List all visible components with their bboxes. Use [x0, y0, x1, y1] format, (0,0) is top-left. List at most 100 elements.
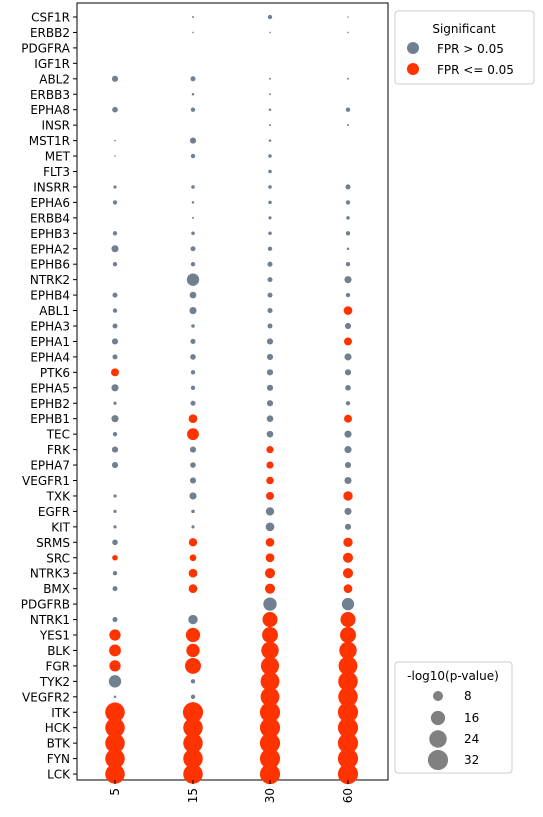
data-point	[268, 216, 272, 220]
data-point	[112, 200, 118, 205]
data-point	[191, 92, 195, 96]
data-point	[344, 337, 352, 346]
data-point	[262, 627, 278, 643]
data-point	[190, 400, 196, 406]
data-point	[190, 694, 196, 699]
plot-area-frame	[76, 2, 389, 781]
data-point	[183, 764, 203, 784]
data-point	[259, 763, 281, 785]
data-point	[347, 16, 349, 18]
data-point	[192, 31, 194, 34]
data-point	[265, 537, 275, 547]
y-tick-label: FGR	[45, 659, 70, 673]
data-point	[344, 507, 352, 515]
data-point	[344, 276, 352, 284]
data-point	[190, 679, 196, 684]
data-point	[342, 552, 354, 563]
y-tick-label: FYN	[47, 752, 70, 766]
data-point	[266, 446, 274, 454]
y-tick-label: EPHB6	[30, 258, 70, 272]
data-point	[111, 384, 119, 392]
data-point	[340, 627, 356, 643]
y-tick-label: ITK	[51, 706, 71, 720]
data-point	[189, 477, 197, 484]
data-point	[114, 155, 116, 157]
y-tick-label: KIT	[51, 520, 70, 534]
data-point	[190, 385, 196, 390]
data-point	[263, 597, 277, 611]
y-tick-label: PTK6	[40, 366, 70, 380]
data-point	[190, 354, 196, 360]
data-point	[192, 216, 194, 219]
data-point	[112, 571, 118, 576]
data-point	[190, 262, 196, 267]
data-point	[343, 537, 353, 548]
color-legend-marker-nonsig	[407, 42, 419, 54]
data-point	[190, 76, 196, 82]
size-legend-label-24: 24	[464, 732, 479, 746]
data-point	[259, 717, 281, 738]
y-tick-label: VEGFR2	[22, 690, 70, 704]
y-tick-label: ERBB2	[30, 26, 70, 40]
data-point	[112, 431, 118, 437]
data-point	[264, 568, 276, 579]
data-point	[111, 75, 119, 82]
data-points	[105, 14, 359, 785]
y-tick-label: EPHA1	[30, 335, 70, 349]
data-point	[347, 31, 349, 34]
size-legend-label-32: 32	[464, 753, 479, 767]
data-point	[266, 491, 274, 500]
data-point	[183, 717, 203, 738]
data-point	[186, 643, 200, 658]
data-point	[267, 308, 273, 314]
data-point	[267, 292, 273, 298]
data-point	[269, 124, 271, 127]
data-point	[264, 583, 276, 594]
y-tick-label: TYK2	[39, 675, 70, 689]
size-legend-marker	[432, 690, 444, 702]
data-point	[345, 200, 351, 205]
data-point	[267, 277, 273, 283]
y-tick-label: EGFR	[38, 505, 70, 519]
data-point	[109, 644, 121, 657]
data-point	[190, 462, 196, 468]
size-legend-title: -log10(p-value)	[407, 669, 499, 683]
data-point	[113, 525, 117, 529]
y-tick-label: EPHA8	[30, 103, 70, 117]
y-tick-label: EPHB3	[30, 227, 70, 241]
data-point	[112, 308, 118, 313]
color-legend-box	[394, 10, 535, 85]
data-point	[108, 675, 122, 688]
data-point	[113, 695, 117, 699]
data-point	[266, 430, 274, 438]
data-point	[111, 415, 119, 423]
data-point	[343, 584, 353, 594]
data-point	[111, 338, 119, 345]
data-point	[190, 246, 196, 252]
y-tick-label: FRK	[47, 443, 71, 457]
y-tick-label: HCK	[45, 721, 71, 735]
data-point	[112, 539, 118, 546]
data-point	[190, 153, 196, 159]
data-point	[189, 446, 197, 453]
y-tick-label: TEC	[46, 428, 70, 442]
x-axis-labels: 5 15 30 60	[108, 780, 355, 803]
data-point	[191, 201, 195, 204]
color-legend: Significant FPR > 0.05 FPR <= 0.05	[394, 10, 535, 85]
data-point	[345, 262, 351, 267]
data-point	[345, 384, 351, 391]
y-tick-label: SRC	[46, 551, 70, 565]
data-point	[112, 106, 118, 113]
data-point	[261, 641, 279, 660]
data-point	[347, 124, 349, 127]
data-point	[339, 641, 357, 660]
data-point	[188, 414, 198, 424]
y-tick-label: BTK	[47, 737, 72, 751]
data-point	[113, 401, 117, 405]
y-tick-label: PDGFRB	[21, 598, 70, 612]
data-point	[345, 401, 351, 406]
data-point	[105, 717, 125, 738]
data-point	[111, 368, 119, 377]
data-point	[340, 612, 356, 628]
